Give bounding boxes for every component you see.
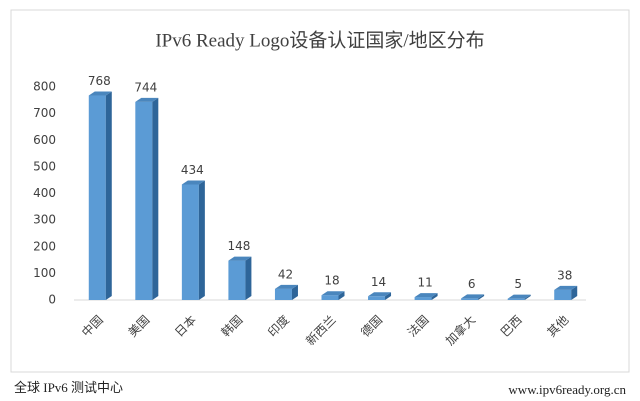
y-tick-label: 600 [33, 133, 56, 147]
data-label: 148 [227, 239, 250, 253]
data-label: 5 [514, 277, 522, 291]
bar-front [88, 95, 106, 301]
footer-right: www.ipv6ready.org.cn [508, 382, 626, 397]
bar-side [105, 91, 112, 301]
bar [368, 292, 392, 300]
data-label: 42 [278, 267, 293, 281]
bar-top [461, 294, 485, 299]
data-label: 14 [371, 275, 386, 289]
bar [228, 256, 252, 300]
bar-side [198, 180, 205, 300]
bar-top [274, 284, 298, 289]
bar-front [135, 101, 153, 300]
y-tick-label: 100 [33, 266, 56, 280]
data-label: 744 [134, 80, 157, 94]
bar [274, 284, 298, 300]
data-label: 6 [468, 277, 476, 291]
data-label: 434 [181, 163, 204, 177]
y-tick-label: 400 [33, 186, 56, 200]
bar-top [88, 91, 112, 96]
y-tick-label: 700 [33, 106, 56, 120]
bar-side [524, 294, 531, 300]
bar-top [228, 256, 252, 261]
bar-side [152, 97, 159, 300]
bar [321, 291, 345, 300]
footer-left: 全球 IPv6 测试中心 [14, 380, 123, 395]
bar-front [274, 288, 292, 300]
bar-front [414, 297, 432, 300]
y-tick-label: 800 [33, 80, 56, 94]
bar-front [368, 296, 386, 300]
bar-top [554, 285, 578, 290]
bar-top [368, 292, 392, 297]
y-tick-label: 300 [33, 213, 56, 227]
bar [88, 91, 112, 301]
bar-side [291, 284, 298, 300]
bar-side [245, 256, 252, 300]
y-tick-label: 500 [33, 159, 56, 173]
data-label: 768 [88, 74, 111, 88]
bar [554, 285, 578, 300]
bar-side [431, 293, 438, 300]
bar-side [571, 285, 578, 300]
bar-front [507, 298, 525, 300]
bar [181, 180, 205, 300]
chart-frame [10, 9, 630, 373]
bar-top [414, 293, 438, 298]
bar-front [461, 298, 479, 300]
bar [414, 293, 438, 300]
bar [135, 97, 159, 300]
bar [461, 294, 485, 300]
bar-top [135, 97, 159, 102]
bar-top [181, 180, 205, 185]
chart-title: IPv6 Ready Logo设备认证国家/地区分布 [155, 29, 484, 51]
bar-front [554, 289, 572, 300]
bar-top [507, 294, 531, 299]
data-label: 11 [417, 276, 432, 290]
bar-side [478, 294, 485, 300]
bar [507, 294, 531, 300]
bar-front [321, 295, 339, 300]
bar-top [321, 291, 345, 296]
y-tick-label: 200 [33, 239, 56, 253]
data-label: 18 [324, 274, 339, 288]
data-label: 38 [557, 268, 572, 282]
bar-front [181, 184, 199, 300]
bar-side [338, 291, 345, 300]
y-tick-label: 0 [48, 293, 56, 307]
bar-side [385, 292, 392, 300]
bar-front [228, 260, 246, 300]
